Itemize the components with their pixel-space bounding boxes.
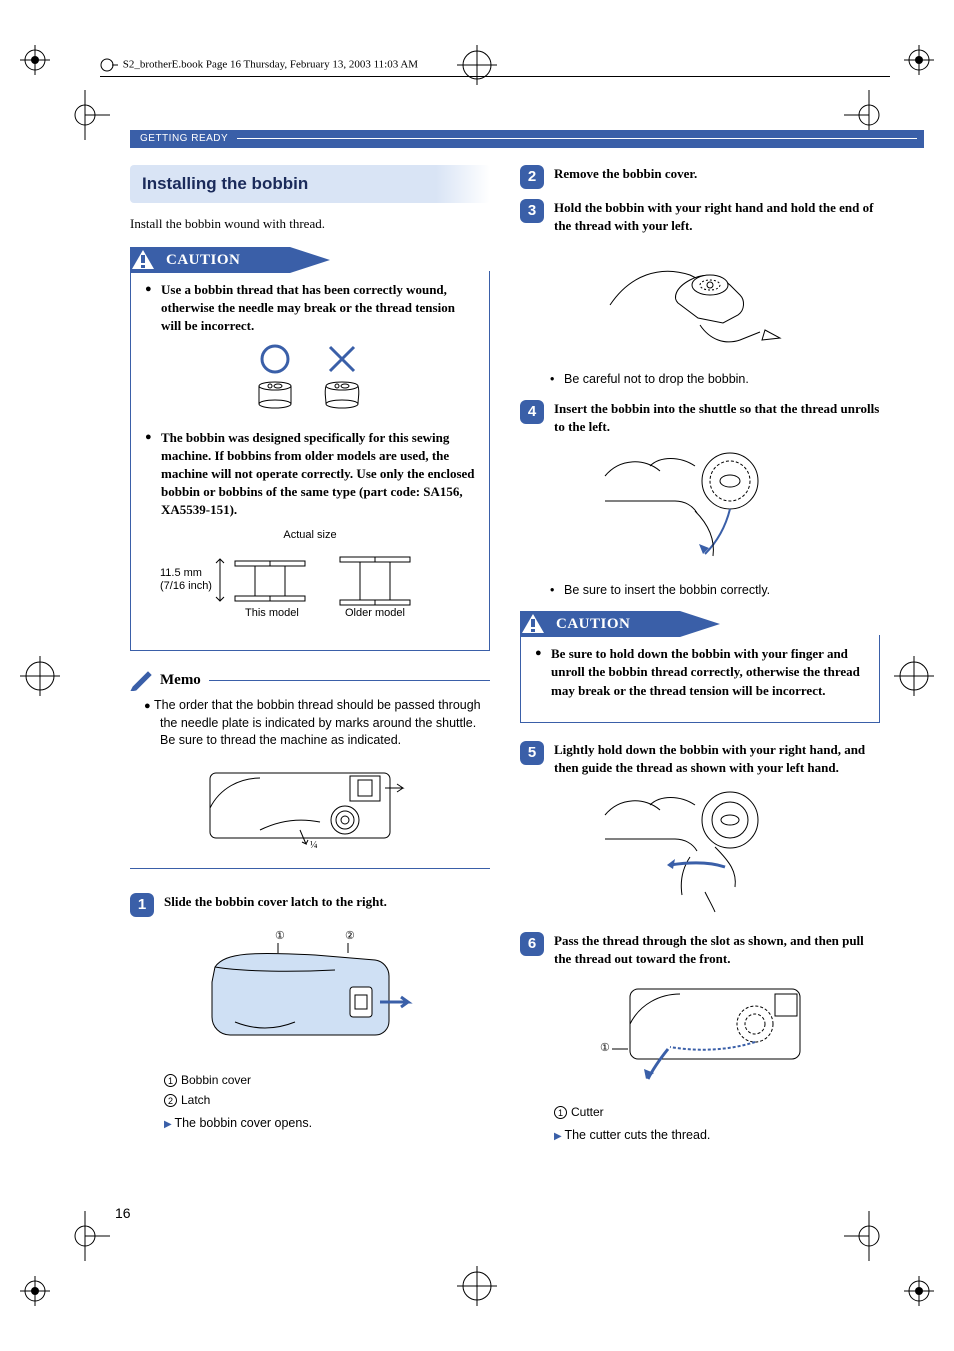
caution2-item: Be sure to hold down the bobbin with you… bbox=[535, 645, 865, 700]
legend-6a: 1Cutter bbox=[520, 1104, 880, 1121]
step-4-figure bbox=[520, 446, 880, 571]
intro-text: Install the bobbin wound with thread. bbox=[130, 215, 490, 233]
caution-box-1: Use a bobbin thread that has been correc… bbox=[130, 271, 490, 651]
caution1-item1: Use a bobbin thread that has been correc… bbox=[145, 281, 475, 336]
svg-text:①: ① bbox=[600, 1042, 610, 1054]
caution-banner-1: CAUTION bbox=[130, 247, 490, 273]
note-4: Be sure to insert the bobbin correctly. bbox=[520, 582, 880, 600]
book-header: S2_brotherE.book Page 16 Thursday, Febru… bbox=[100, 58, 890, 77]
step-2-number: 2 bbox=[520, 165, 544, 189]
crop-mark-bl bbox=[20, 1276, 50, 1306]
caution-box-2: Be sure to hold down the bobbin with you… bbox=[520, 635, 880, 723]
svg-text:¼: ¼ bbox=[310, 840, 318, 851]
page-number: 16 bbox=[115, 1205, 131, 1221]
left-column: Installing the bobbin Install the bobbin… bbox=[130, 165, 490, 1144]
svg-text:Older model: Older model bbox=[345, 607, 405, 619]
book-header-text: S2_brotherE.book Page 16 Thursday, Febru… bbox=[123, 59, 418, 71]
reg-corner-tl bbox=[60, 90, 110, 140]
step-2: 2 Remove the bobbin cover. bbox=[520, 165, 880, 189]
svg-text:(7/16 inch): (7/16 inch) bbox=[160, 580, 212, 592]
svg-text:②: ② bbox=[345, 930, 355, 942]
result-6: The cutter cuts the thread. bbox=[520, 1127, 880, 1145]
step-6-number: 6 bbox=[520, 932, 544, 956]
bobbin-ok-ng-figure bbox=[145, 344, 475, 419]
step-4-number: 4 bbox=[520, 400, 544, 424]
reg-corner-bl bbox=[60, 1211, 110, 1261]
svg-text:This model: This model bbox=[245, 607, 299, 619]
memo-header: Memo bbox=[130, 669, 490, 691]
crop-mark-tl bbox=[20, 45, 50, 75]
result-1: The bobbin cover opens. bbox=[130, 1115, 490, 1133]
reg-corner-br bbox=[844, 1211, 894, 1261]
step-6: 6 Pass the thread through the slot as sh… bbox=[520, 932, 880, 968]
legend-1a: 1Bobbin cover bbox=[130, 1072, 490, 1089]
memo-icon bbox=[130, 669, 152, 691]
reg-target-right bbox=[894, 656, 934, 696]
reg-target-bottom bbox=[457, 1266, 497, 1306]
caution-banner-2: CAUTION bbox=[520, 611, 880, 637]
caution-label-1: CAUTION bbox=[166, 250, 240, 271]
section-title: Installing the bobbin bbox=[130, 165, 490, 203]
step-6-text: Pass the thread through the slot as show… bbox=[554, 932, 880, 968]
caution-label-2: CAUTION bbox=[556, 614, 630, 635]
svg-text:11.5 mm: 11.5 mm bbox=[160, 567, 202, 579]
step-3-figure bbox=[520, 245, 880, 360]
actual-size-label: Actual size bbox=[145, 528, 475, 543]
step-5-number: 5 bbox=[520, 741, 544, 765]
step-3-number: 3 bbox=[520, 199, 544, 223]
crop-mark-br bbox=[904, 1276, 934, 1306]
reg-target-left bbox=[20, 656, 60, 696]
step-1-number: 1 bbox=[130, 893, 154, 917]
crop-mark-tr bbox=[904, 45, 934, 75]
section-header-text: GETTING READY bbox=[140, 133, 228, 144]
memo-label: Memo bbox=[160, 670, 201, 691]
caution1-item2: The bobbin was designed specifically for… bbox=[145, 429, 475, 520]
svg-text:①: ① bbox=[275, 930, 285, 942]
step-5: 5 Lightly hold down the bobbin with your… bbox=[520, 741, 880, 777]
right-column: 2 Remove the bobbin cover. 3 Hold the bo… bbox=[520, 165, 880, 1144]
memo-figure: ¼ bbox=[130, 758, 490, 858]
step-5-text: Lightly hold down the bobbin with your r… bbox=[554, 741, 880, 777]
step-1: 1 Slide the bobbin cover latch to the ri… bbox=[130, 893, 490, 917]
step-1-figure: ① ② bbox=[130, 927, 490, 1062]
legend-1b: 2Latch bbox=[130, 1092, 490, 1109]
step-5-figure bbox=[520, 787, 880, 922]
section-header-bar: GETTING READY bbox=[130, 130, 924, 148]
memo-text: ●The order that the bobbin thread should… bbox=[130, 697, 490, 750]
step-4: 4 Insert the bobbin into the shuttle so … bbox=[520, 400, 880, 436]
step-3-text: Hold the bobbin with your right hand and… bbox=[554, 199, 880, 235]
step-6-figure: ① bbox=[520, 979, 880, 1094]
step-4-text: Insert the bobbin into the shuttle so th… bbox=[554, 400, 880, 436]
step-3: 3 Hold the bobbin with your right hand a… bbox=[520, 199, 880, 235]
bobbin-size-figure: 11.5 mm (7/16 inch) This model bbox=[145, 551, 475, 626]
step-2-text: Remove the bobbin cover. bbox=[554, 165, 880, 189]
note-3: Be careful not to drop the bobbin. bbox=[520, 371, 880, 389]
step-1-text: Slide the bobbin cover latch to the righ… bbox=[164, 893, 490, 917]
